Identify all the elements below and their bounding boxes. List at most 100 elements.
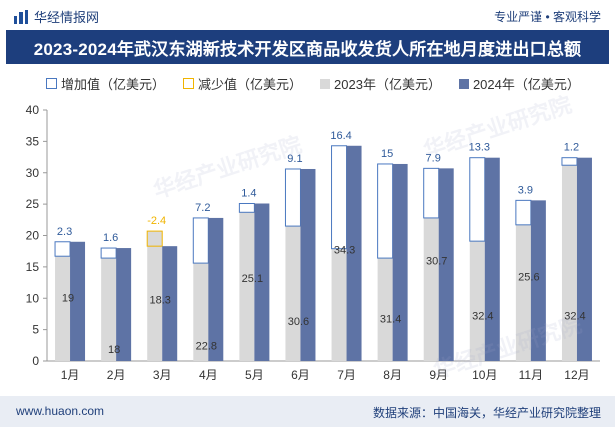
bar-2024 xyxy=(162,246,178,361)
y-tick-label: 35 xyxy=(26,134,40,148)
bar-2024 xyxy=(392,163,408,361)
diff-label: 1.4 xyxy=(241,187,256,199)
x-tick-label: 9月 xyxy=(429,368,448,382)
y-tick-label: 40 xyxy=(26,103,40,117)
bar-2023 xyxy=(55,256,71,361)
increase-box xyxy=(238,202,255,213)
legend-decrease-swatch xyxy=(183,78,195,89)
diff-label: 16.4 xyxy=(330,130,351,142)
increase-box xyxy=(331,145,348,250)
value-label-2024: 25.1 xyxy=(242,273,263,285)
bar-2023 xyxy=(193,263,209,361)
value-label-2024: 34.3 xyxy=(334,244,355,256)
bar-2023 xyxy=(285,226,301,361)
legend-2024-label: 2024年（亿美元） xyxy=(472,77,580,92)
diff-label: 1.6 xyxy=(103,232,118,244)
legend-decrease: 减少值（亿美元） xyxy=(183,74,302,93)
y-tick-label: 5 xyxy=(32,323,39,337)
x-tick-label: 3月 xyxy=(153,368,172,382)
bar-2024 xyxy=(438,168,454,361)
diff-label: 13.3 xyxy=(469,142,490,154)
logo-icon xyxy=(14,9,28,24)
bar-2024 xyxy=(576,157,592,361)
tagline: 专业严谨 • 客观科学 xyxy=(494,10,601,24)
x-tick-label: 6月 xyxy=(291,368,310,382)
bar-2023 xyxy=(239,212,255,361)
legend-increase-label: 增加值（亿美元） xyxy=(61,77,166,92)
bar-2024 xyxy=(530,200,546,361)
x-tick-label: 7月 xyxy=(337,368,356,382)
x-tick-label: 1月 xyxy=(61,368,80,382)
value-label-2024: 18.3 xyxy=(149,295,170,307)
bar-2023 xyxy=(469,241,485,361)
diff-label: -2.4 xyxy=(147,215,166,227)
increase-box xyxy=(100,247,117,259)
value-label-2024: 30.6 xyxy=(288,316,309,328)
y-tick-label: 0 xyxy=(32,354,39,368)
top-bar: 华经情报网 专业严谨 • 客观科学 xyxy=(0,0,615,30)
diff-label: 9.1 xyxy=(287,153,302,165)
value-label-2024: 18 xyxy=(108,344,120,356)
bar-2024 xyxy=(70,241,86,361)
diff-label: 1.2 xyxy=(564,142,579,154)
y-tick-label: 10 xyxy=(26,291,40,305)
value-label-2024: 31.4 xyxy=(380,313,401,325)
increase-box xyxy=(192,217,209,264)
increase-box xyxy=(515,199,532,226)
y-tick-label: 30 xyxy=(26,166,40,180)
bar-2024 xyxy=(208,217,224,361)
footer: www.huaon.com 数据来源：中国海关，华经产业研究院整理 xyxy=(0,396,615,427)
brand-name: 华经情报网 xyxy=(34,10,100,25)
diff-label: 7.2 xyxy=(195,202,210,214)
increase-box xyxy=(469,157,486,242)
legend-increase-swatch xyxy=(46,78,57,89)
bar-2024 xyxy=(254,203,270,361)
x-tick-label: 12月 xyxy=(564,368,589,382)
legend-2023-label: 2023年（亿美元） xyxy=(334,77,441,92)
increase-box xyxy=(54,241,71,257)
legend-2024: 2024年（亿美元） xyxy=(458,74,580,93)
bar-2023 xyxy=(101,258,117,361)
brand: 华经情报网 xyxy=(14,7,99,26)
value-label-2024: 22.8 xyxy=(196,340,217,352)
bar-2023 xyxy=(561,165,577,361)
bar-2023 xyxy=(331,248,347,361)
legend-increase: 增加值（亿美元） xyxy=(46,74,165,93)
increase-box xyxy=(284,168,301,227)
x-tick-label: 11月 xyxy=(519,368,543,382)
diff-label: 15 xyxy=(381,148,393,160)
value-label-2024: 25.6 xyxy=(518,272,539,284)
value-label-2024: 19 xyxy=(62,292,74,304)
y-tick-label: 15 xyxy=(26,260,40,274)
x-tick-label: 5月 xyxy=(245,368,264,382)
chart-title: 2023-2024年武汉东湖新技术开发区商品收发货人所在地月度进出口总额 xyxy=(6,30,609,64)
increase-box xyxy=(423,167,440,219)
bar-2024 xyxy=(300,168,316,361)
legend-decrease-label: 减少值（亿美元） xyxy=(198,77,303,92)
bar-2023 xyxy=(423,217,439,361)
value-label-2024: 30.7 xyxy=(426,256,447,268)
bar-2024 xyxy=(346,145,362,361)
legend-2023: 2023年（亿美元） xyxy=(320,74,441,93)
bar-2023 xyxy=(147,231,163,361)
value-label-2024: 32.4 xyxy=(472,310,493,322)
diff-label: 3.9 xyxy=(518,184,533,196)
bar-2024 xyxy=(484,157,500,361)
bar-2023 xyxy=(515,224,531,361)
data-source: 数据来源：中国海关，华经产业研究院整理 xyxy=(372,406,601,420)
bar-2024 xyxy=(116,248,132,361)
y-tick-label: 25 xyxy=(26,197,40,211)
diff-label: 7.9 xyxy=(426,152,441,164)
legend-2024-swatch xyxy=(458,78,469,89)
increase-box xyxy=(561,157,578,166)
y-tick-label: 20 xyxy=(26,229,40,243)
x-tick-label: 10月 xyxy=(472,368,497,382)
bar-chart: 0 5 10 15 20 25 30 35 40 2.3 19 1月 1.6 18 2月 -2.4 18.3 3月… xyxy=(26,103,600,382)
value-label-2024: 32.4 xyxy=(564,310,585,322)
diff-label: 2.3 xyxy=(57,226,72,238)
bar-2023 xyxy=(377,258,393,361)
legend: 增加值（亿美元） 减少值（亿美元） 2023年（亿美元） 2024年（亿美元） xyxy=(46,74,580,93)
increase-box xyxy=(377,163,394,259)
legend-2023-swatch xyxy=(320,78,331,89)
decrease-box xyxy=(146,230,163,247)
